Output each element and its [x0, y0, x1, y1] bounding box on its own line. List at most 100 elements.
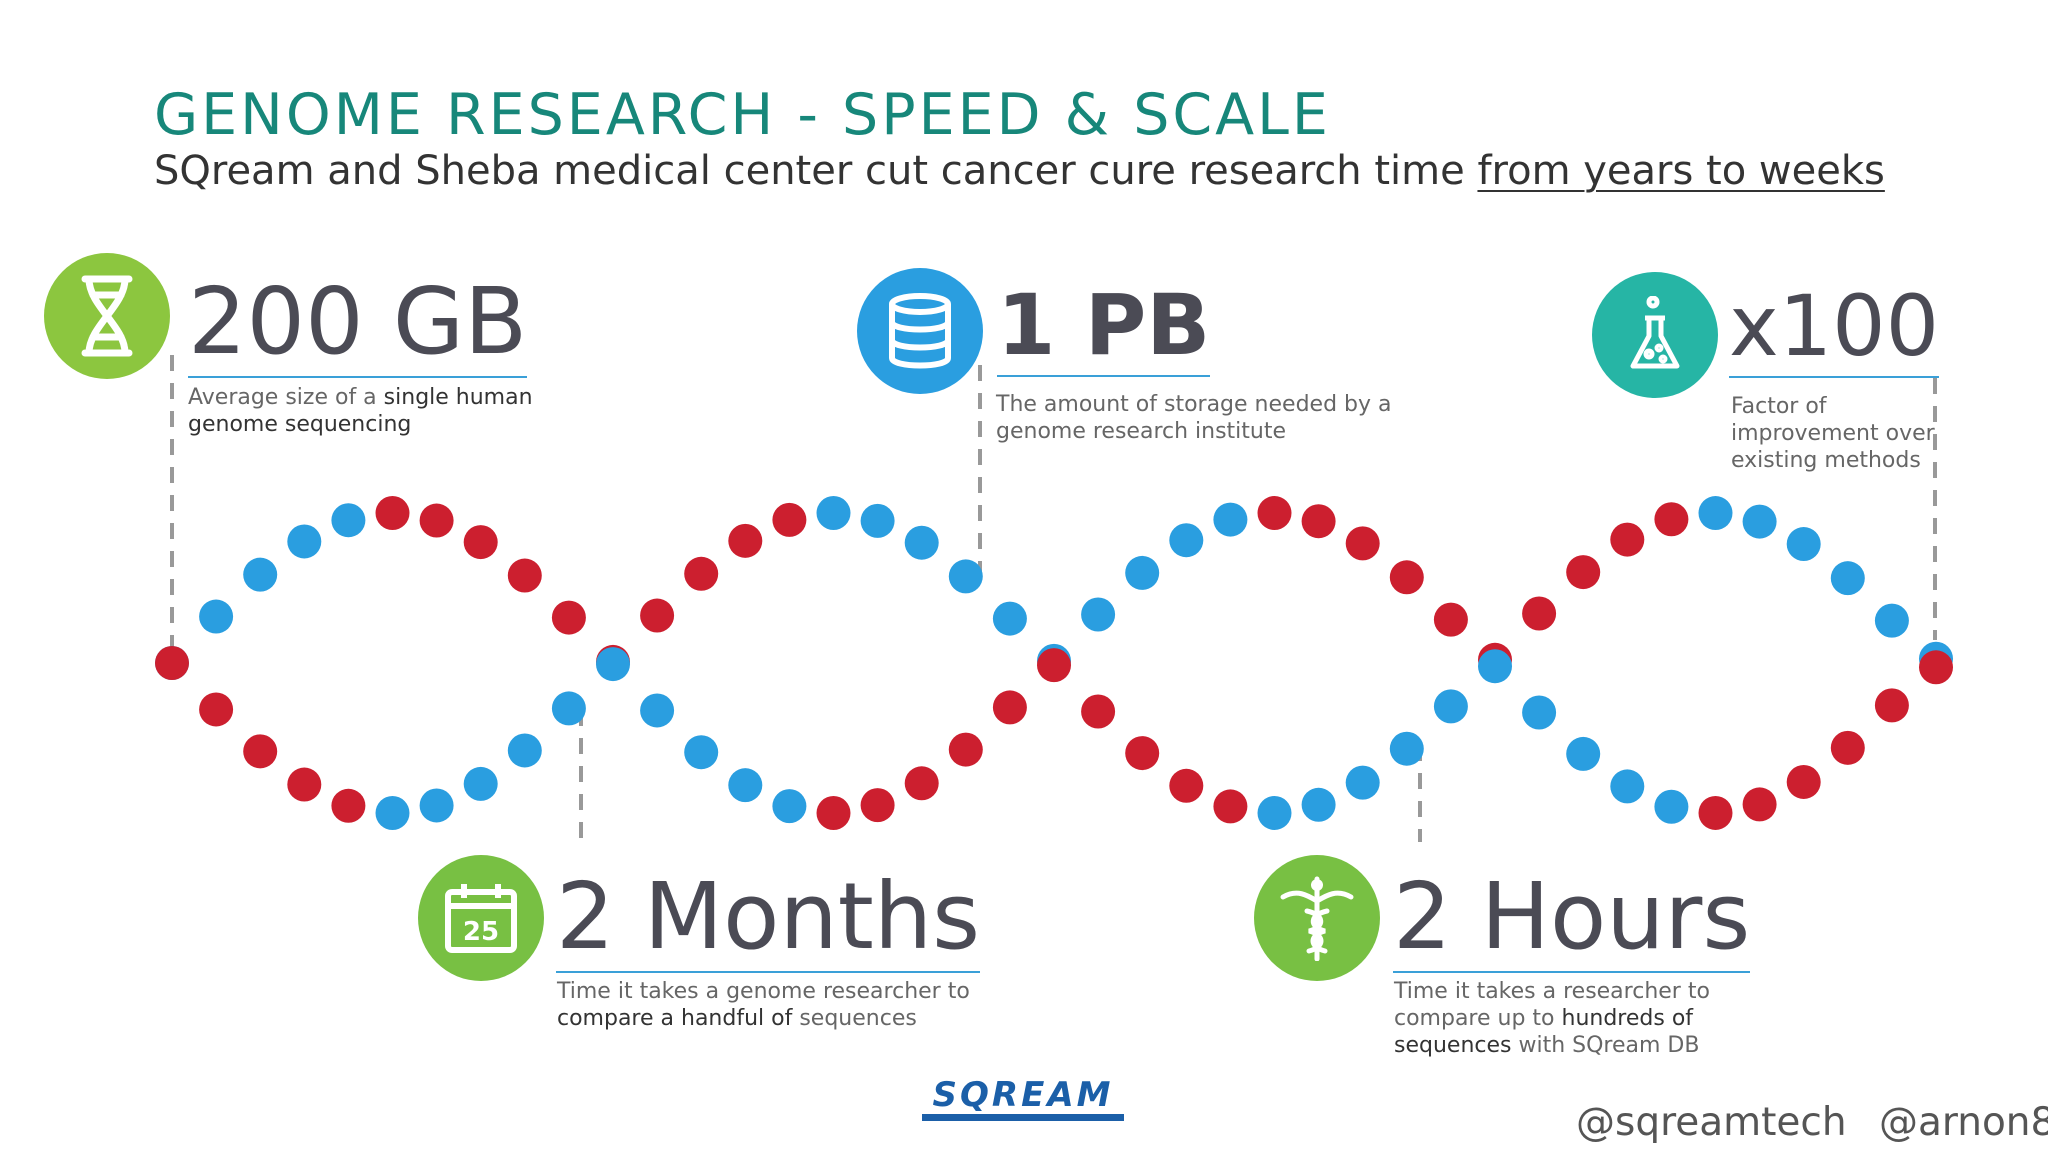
helix-node	[155, 646, 189, 680]
helix-node	[772, 789, 807, 824]
stat-storage-per-genome: 200 GB	[188, 276, 528, 378]
helix-node	[507, 558, 542, 593]
helix-node	[1610, 522, 1645, 557]
desc-emphasis: compare a handful of	[557, 1006, 793, 1031]
helix-node	[816, 496, 851, 531]
helix-node	[331, 788, 366, 823]
svg-text:SQREAM: SQREAM	[933, 1075, 1114, 1115]
helix-node	[1257, 795, 1292, 830]
helix-node	[728, 768, 763, 803]
helix-node	[1478, 649, 1512, 684]
helix-node	[1522, 596, 1557, 631]
helix-node	[1786, 527, 1821, 562]
helix-node	[640, 693, 675, 728]
helix-node	[904, 766, 939, 801]
helix-node	[331, 503, 366, 538]
helix-node	[948, 732, 983, 767]
stat-researcher-time: 2 Months	[556, 871, 981, 973]
helix-node	[684, 556, 719, 591]
helix-node	[551, 691, 586, 726]
page-subtitle: SQream and Sheba medical center cut canc…	[154, 148, 1885, 194]
helix-node	[1433, 689, 1468, 724]
flask-icon	[1592, 272, 1718, 398]
helix-node	[1742, 787, 1777, 822]
helix-node	[1874, 688, 1909, 723]
helix-node	[992, 601, 1027, 636]
helix-node	[728, 523, 763, 558]
desc-text: sequences	[792, 1006, 917, 1031]
stat-sqream-time: 2 Hours	[1393, 871, 1751, 973]
helix-node	[287, 767, 322, 802]
helix-node	[684, 735, 719, 770]
helix-node	[1389, 560, 1424, 595]
helix-node	[199, 692, 234, 727]
helix-node	[1698, 795, 1733, 830]
subtitle-emphasis: from years to weeks	[1477, 148, 1885, 194]
stat-desc-institute-storage: The amount of storage needed by a genome…	[996, 391, 1391, 445]
desc-text: Time it takes a researcher to	[1394, 979, 1710, 1004]
helix-node	[243, 557, 278, 592]
helix-node	[1037, 648, 1071, 683]
helix-node	[463, 525, 498, 560]
helix-node	[596, 647, 630, 682]
page-title: GENOME RESEARCH - SPEED & SCALE	[154, 82, 1331, 148]
helix-node	[1345, 765, 1380, 800]
caduceus-icon	[1254, 855, 1380, 981]
desc-text: The amount of storage needed by a	[996, 392, 1392, 417]
helix-node	[1213, 789, 1248, 824]
social-handles: @sqreamtech @arnon86	[1576, 1100, 2048, 1145]
helix-node	[1081, 694, 1116, 729]
subtitle-text: SQream and Sheba medical center cut canc…	[154, 148, 1465, 194]
helix-node	[1830, 561, 1865, 596]
desc-text: Factor of	[1731, 394, 1827, 419]
helix-node	[199, 599, 234, 634]
helix-node	[1125, 736, 1160, 771]
desc-text: improvement over	[1731, 421, 1935, 446]
helix-node	[1081, 597, 1116, 632]
dna-icon	[44, 253, 170, 379]
stat-desc-improvement-factor: Factor of improvement over existing meth…	[1731, 393, 1935, 474]
svg-text:25: 25	[463, 917, 499, 947]
desc-text: compare up to	[1394, 1006, 1562, 1031]
helix-node	[1566, 736, 1601, 771]
helix-node	[1169, 523, 1204, 558]
stat-institute-storage: 1 PB	[997, 283, 1211, 377]
desc-text: with SQream DB	[1511, 1033, 1700, 1058]
stat-desc-storage-per-genome: Average size of a single human genome se…	[188, 384, 533, 438]
helix-node	[904, 525, 939, 560]
helix-node	[948, 559, 983, 594]
helix-node	[1213, 502, 1248, 537]
helix-node	[463, 766, 498, 801]
helix-node	[1830, 730, 1865, 765]
desc-emphasis: sequences	[1394, 1033, 1512, 1058]
helix-node	[1874, 603, 1909, 638]
desc-emphasis: hundreds of	[1561, 1006, 1694, 1031]
helix-node	[1433, 602, 1468, 637]
helix-node	[1786, 764, 1821, 799]
helix-node	[1125, 555, 1160, 590]
helix-node	[992, 690, 1027, 725]
helix-node	[419, 503, 454, 538]
helix-node	[1654, 502, 1689, 537]
helix-node	[1345, 526, 1380, 561]
helix-node	[816, 795, 851, 830]
helix-node	[375, 496, 410, 531]
desc-emphasis: single human	[383, 385, 533, 410]
helix-node	[419, 788, 454, 823]
helix-node	[860, 503, 895, 538]
desc-text: Time it takes a genome researcher to	[557, 979, 970, 1004]
helix-node	[1919, 650, 1953, 685]
helix-node	[551, 600, 586, 635]
stat-improvement-factor: x100	[1729, 284, 1940, 378]
calendar-icon: 25	[418, 855, 544, 981]
helix-node	[1169, 768, 1204, 803]
helix-node	[1257, 496, 1292, 531]
helix-node	[287, 524, 322, 559]
helix-node	[1522, 695, 1557, 730]
helix-node	[1698, 496, 1733, 531]
desc-emphasis: genome sequencing	[188, 412, 412, 437]
helix-node	[1301, 787, 1336, 822]
helix-node	[640, 598, 675, 633]
helix-node	[1654, 789, 1689, 824]
